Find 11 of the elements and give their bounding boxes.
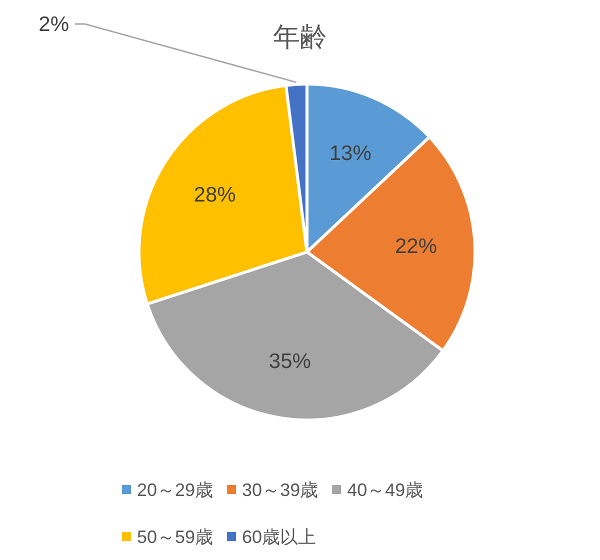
data-label: 22% [394,235,437,258]
data-label: 2% [38,13,69,36]
legend-label: 40～49歳 [347,480,424,500]
data-label: 28% [194,183,236,206]
chart-title: 年齢 [273,22,327,52]
legend-label: 60歳以上 [242,527,316,547]
legend-label: 30～39歳 [242,480,318,500]
data-label: 35% [268,350,311,373]
data-label: 13% [329,142,372,165]
legend-label: 20～29歳 [137,480,214,500]
legend-label: 50～59歳 [137,527,214,547]
